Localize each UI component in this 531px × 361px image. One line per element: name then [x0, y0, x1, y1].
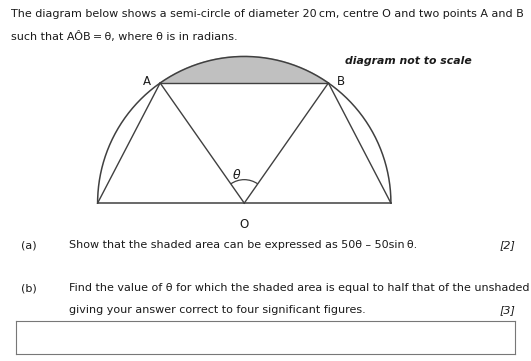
Text: B: B — [337, 75, 345, 88]
Text: giving your answer correct to four significant figures.: giving your answer correct to four signi… — [69, 305, 366, 315]
Text: such that AÔB = θ, where θ is in radians.: such that AÔB = θ, where θ is in radians… — [11, 31, 237, 42]
Text: (b): (b) — [21, 283, 37, 293]
Text: diagram not to scale: diagram not to scale — [345, 56, 472, 66]
Text: The diagram below shows a semi-circle of diameter 20 cm, centre O and two points: The diagram below shows a semi-circle of… — [11, 9, 524, 19]
Polygon shape — [160, 56, 328, 83]
Text: [2]: [2] — [499, 240, 515, 250]
Text: O: O — [239, 218, 249, 231]
Text: Show that the shaded area can be expressed as 50θ – 50sin θ.: Show that the shaded area can be express… — [69, 240, 417, 250]
Text: A: A — [143, 75, 151, 88]
Text: $\theta$: $\theta$ — [232, 168, 242, 182]
Text: (a): (a) — [21, 240, 37, 250]
Text: Find the value of θ for which the shaded area is equal to half that of the unsha: Find the value of θ for which the shaded… — [69, 283, 531, 293]
Text: [3]: [3] — [499, 305, 515, 315]
